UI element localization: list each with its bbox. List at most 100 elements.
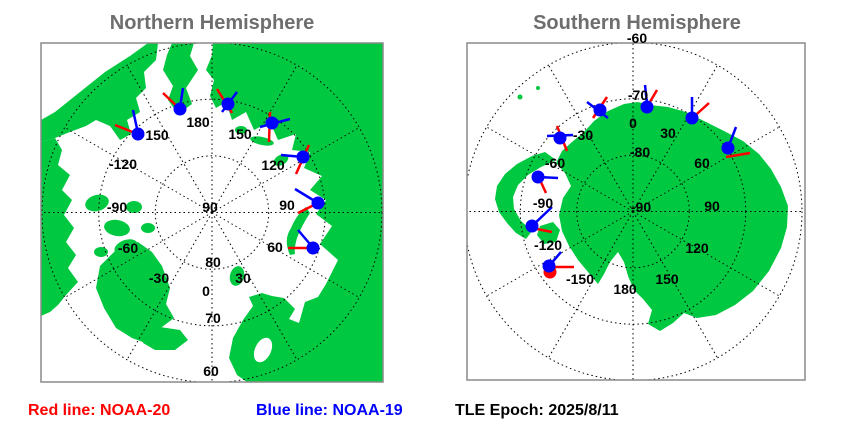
lon-label: 150: [145, 127, 169, 143]
south-graticule-labels: -90 -80 -70 -60 0 30 60 90 120 150 180 -150 -120 -90 -…: [533, 30, 720, 297]
lat-label: -80: [630, 144, 650, 160]
island-victoria: [85, 194, 109, 212]
lon-label: 120: [685, 240, 709, 256]
lat-label: 90: [202, 199, 218, 215]
lat-label: -90: [631, 199, 651, 215]
lon-label: -120: [109, 156, 137, 172]
island: [104, 219, 130, 237]
lon-label: -90: [533, 195, 553, 211]
north-graticule-labels: 90 80 70 60 180 150 150 -120 120 -90 90 -60 60 -30 30 0: [107, 114, 295, 379]
lon-label: 180: [186, 114, 210, 130]
lon-label: -30: [149, 270, 169, 286]
legend-red-noaa20: Red line: NOAA-20: [28, 402, 170, 419]
satellite-marker: [721, 126, 751, 159]
lon-label: 60: [694, 155, 710, 171]
lon-label: 90: [279, 197, 295, 213]
satellite-marker: [542, 251, 574, 279]
lat-label: 70: [205, 310, 221, 326]
south-satellite-markers: [525, 84, 751, 279]
lon-label: 150: [655, 271, 679, 287]
island: [250, 136, 274, 146]
noaa19-position-dot: [221, 97, 235, 111]
satellite-marker: [640, 84, 659, 114]
gulf-of-bothnia: [253, 337, 273, 363]
north-title: Northern Hemisphere: [110, 12, 315, 34]
island-iceland: [143, 327, 188, 350]
lat-label: -70: [628, 87, 648, 103]
landmass-chukotka: [163, 43, 198, 114]
lon-label: 0: [202, 283, 210, 299]
north-plot-border: [40, 42, 384, 383]
island: [537, 222, 560, 244]
satellite-marker: [685, 97, 710, 125]
lon-label: -150: [566, 271, 594, 287]
lon-label: -30: [573, 127, 593, 143]
island-svalbard: [229, 266, 245, 286]
satellite-marker: [525, 206, 553, 234]
lat-label: 80: [205, 254, 221, 270]
noaa19-position-dot: [685, 111, 699, 125]
lon-label: 90: [704, 198, 720, 214]
lat-label: 60: [203, 363, 219, 379]
satellite-marker: [114, 109, 145, 141]
south-plot-border: [466, 42, 806, 381]
noaa20-track-line: [725, 151, 751, 159]
satellite-marker: [162, 87, 187, 116]
satellite-marker: [546, 125, 574, 152]
south-title: Southern Hemisphere: [533, 12, 741, 34]
islet: [517, 94, 523, 100]
north-landmasses: [41, 43, 383, 382]
legend-blue-noaa19: Blue line: NOAA-19: [256, 402, 403, 419]
lon-label: -90: [107, 199, 127, 215]
north-map: [41, 43, 383, 382]
noaa19-position-dot: [721, 141, 735, 155]
noaa19-position-dot: [265, 116, 279, 130]
north-satellite-markers: [114, 87, 325, 255]
landmass-eurasia: [206, 43, 383, 382]
island: [126, 201, 142, 213]
satellite-marker: [294, 187, 325, 215]
noaa19-position-dot: [525, 219, 539, 233]
lon-label: 30: [235, 270, 251, 286]
north-graticule: [41, 43, 383, 382]
noaa19-position-dot: [173, 102, 187, 116]
south-graticule: [467, 43, 803, 380]
lon-label: -120: [534, 237, 562, 253]
noaa19-position-dot: [553, 131, 567, 145]
lon-label: 0: [629, 115, 637, 131]
lon-label: 60: [267, 239, 283, 255]
lon-label: 180: [613, 281, 637, 297]
tle-epoch-text: TLE Epoch: 2025/8/11: [455, 402, 619, 419]
lon-label: 120: [261, 157, 285, 173]
island: [273, 154, 289, 166]
landmass-antarctic-peninsula: [495, 152, 556, 239]
lon-label: -60: [545, 155, 565, 171]
landmass-canada-mainland: [41, 138, 78, 316]
landmass-greenland: [96, 242, 174, 344]
island: [235, 126, 247, 134]
noaa19-position-dot: [542, 259, 556, 273]
landmass-alaska: [41, 43, 158, 142]
satellite-marker: [280, 144, 311, 175]
noaa19-position-dot: [311, 196, 325, 210]
noaa19-position-dot: [531, 170, 545, 184]
satellite-marker: [288, 229, 320, 255]
south-landmasses: [495, 86, 788, 331]
noaa19-position-dot: [306, 241, 320, 255]
lat-label: -60: [627, 30, 647, 46]
island: [141, 223, 155, 233]
satellite-marker: [586, 96, 609, 119]
islet: [536, 86, 540, 90]
lon-label: 150: [228, 126, 252, 142]
lon-label: 30: [660, 125, 676, 141]
landmass-antarctica: [556, 102, 788, 331]
noaa19-position-dot: [640, 100, 654, 114]
satellite-marker: [531, 170, 559, 194]
lon-label: -60: [118, 240, 138, 256]
noaa19-position-dot: [296, 150, 310, 164]
noaa19-position-dot: [593, 103, 607, 117]
south-map: [467, 43, 803, 380]
island: [94, 247, 108, 257]
